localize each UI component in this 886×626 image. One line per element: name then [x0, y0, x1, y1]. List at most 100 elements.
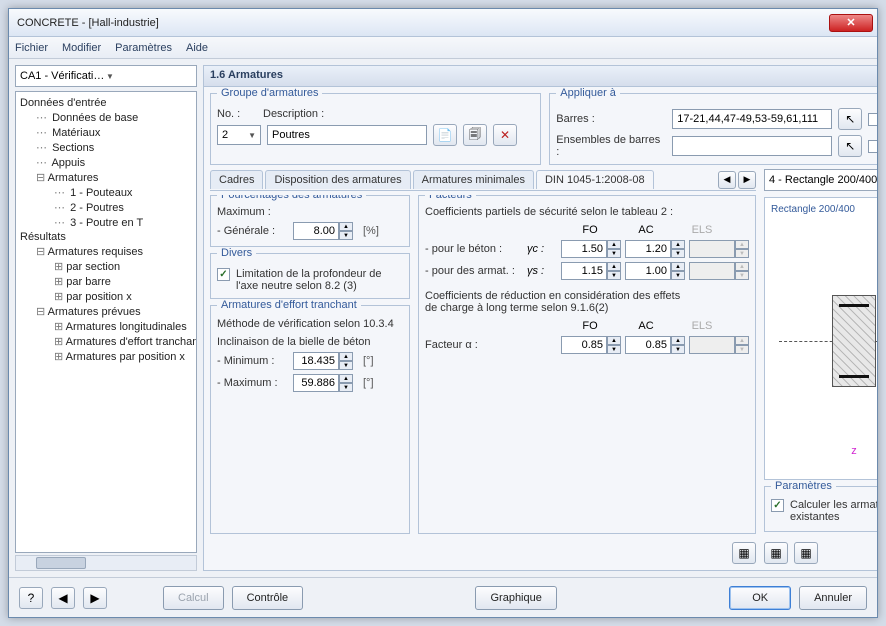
tree-item[interactable]: ⊟ Armatures prévues	[18, 304, 194, 319]
section-rectangle	[832, 295, 876, 387]
beton-fo-spinner[interactable]: ▲▼	[561, 240, 621, 258]
tout2-checkbox[interactable]	[868, 140, 877, 153]
tree-item[interactable]: ⊟ Armatures	[18, 170, 194, 185]
main-content: Groupe d'armatures No. : Description : 2…	[203, 87, 877, 571]
view1-icon[interactable]: ▦	[764, 542, 788, 564]
graphique-button[interactable]: Graphique	[475, 586, 556, 610]
menu-modifier[interactable]: Modifier	[62, 42, 101, 54]
app-window: CONCRETE - [Hall-industrie] ✕ Fichier Mo…	[8, 8, 878, 618]
ensembles-input[interactable]	[672, 136, 832, 156]
divers-box: Divers Limitation de la profondeur de l'…	[210, 253, 410, 299]
barres-input[interactable]	[672, 109, 832, 129]
nav-tree[interactable]: Données d'entrée⋯ Données de base⋯ Matér…	[15, 91, 197, 553]
tree-item[interactable]: ⋯ Données de base	[18, 110, 194, 125]
new-icon[interactable]: 📄	[433, 124, 457, 146]
prev-icon[interactable]: ◀	[51, 587, 75, 609]
description-input[interactable]: Poutres	[267, 125, 427, 145]
no-label: No. :	[217, 108, 257, 120]
help-icon[interactable]: ?	[19, 587, 43, 609]
next-icon[interactable]: ▶	[83, 587, 107, 609]
tab-prev-icon[interactable]: ◀	[718, 171, 736, 189]
close-button[interactable]: ✕	[829, 14, 873, 32]
left-panel: CA1 - Vérification du béton armé ▼ Donné…	[15, 65, 197, 571]
tree-item[interactable]: ⊞ par barre	[18, 274, 194, 289]
view2-icon[interactable]: ▦	[794, 542, 818, 564]
tree-item[interactable]: ⊞ par section	[18, 259, 194, 274]
armat-els-spinner: ▲▼	[689, 262, 749, 280]
tree-item[interactable]: ⋯ 2 - Poutres	[18, 200, 194, 215]
tree-item[interactable]: Données d'entrée	[18, 96, 194, 110]
beton-ac-spinner[interactable]: ▲▼	[625, 240, 685, 258]
pick-barres-icon[interactable]: ↖	[838, 108, 862, 130]
tab-din[interactable]: DIN 1045-1:2008-08	[536, 170, 654, 189]
groupe-armatures-box: Groupe d'armatures No. : Description : 2…	[210, 93, 541, 165]
left-mid: Cadres Disposition des armatures Armatur…	[210, 169, 756, 564]
tree-item[interactable]: ⋯ 3 - Poutre en T	[18, 215, 194, 230]
right-mid: 4 - Rectangle 200/400 ▼ Rectangle 200/40…	[764, 169, 877, 564]
tout1-checkbox[interactable]	[868, 113, 877, 126]
alpha-ac-spinner[interactable]: ▲▼	[625, 336, 685, 354]
alpha-els-spinner: ▲▼	[689, 336, 749, 354]
tabbar: Cadres Disposition des armatures Armatur…	[210, 169, 756, 191]
body: CA1 - Vérification du béton armé ▼ Donné…	[9, 59, 877, 577]
armat-fo-spinner[interactable]: ▲▼	[561, 262, 621, 280]
ca-dropdown-label: CA1 - Vérification du béton armé	[20, 70, 106, 82]
tree-item[interactable]: ⋯ 1 - Pouteaux	[18, 185, 194, 200]
right-panel: 1.6 Armatures Groupe d'armatures No. : D…	[203, 65, 877, 571]
menu-fichier[interactable]: Fichier	[15, 42, 48, 54]
tree-item[interactable]: ⊟ Armatures requises	[18, 244, 194, 259]
chevron-down-icon: ▼	[248, 131, 256, 140]
copy-icon[interactable]: 🗐	[463, 124, 487, 146]
tree-item[interactable]: ⊞ Armatures d'effort tranchant	[18, 334, 194, 349]
alpha-fo-spinner[interactable]: ▲▼	[561, 336, 621, 354]
armat-ac-spinner[interactable]: ▲▼	[625, 262, 685, 280]
shape-dropdown[interactable]: 4 - Rectangle 200/400 ▼	[764, 169, 877, 191]
appliquer-box: Appliquer à Barres : ↖ Tout Ensembles de…	[549, 93, 877, 165]
menubar: Fichier Modifier Paramètres Aide	[9, 37, 877, 59]
delete-icon[interactable]: ✕	[493, 124, 517, 146]
tab-disposition[interactable]: Disposition des armatures	[265, 170, 410, 189]
menu-parametres[interactable]: Paramètres	[115, 42, 172, 54]
tree-item[interactable]: ⋯ Appuis	[18, 155, 194, 170]
max-spinner[interactable]: ▲▼	[293, 374, 353, 392]
mid-row: Cadres Disposition des armatures Armatur…	[210, 169, 877, 564]
tab-cadres[interactable]: Cadres	[210, 170, 263, 189]
col-a: Pourcentages des armatures Maximum : - G…	[210, 195, 410, 534]
pourcentages-box: Pourcentages des armatures Maximum : - G…	[210, 195, 410, 247]
panels-row: Pourcentages des armatures Maximum : - G…	[210, 195, 756, 534]
ca-dropdown[interactable]: CA1 - Vérification du béton armé ▼	[15, 65, 197, 87]
tab-minimales[interactable]: Armatures minimales	[413, 170, 534, 189]
tree-item[interactable]: ⋯ Sections	[18, 140, 194, 155]
beton-els-spinner: ▲▼	[689, 240, 749, 258]
calcul-button[interactable]: Calcul	[163, 586, 224, 610]
groupe-title: Groupe d'armatures	[217, 87, 322, 99]
shape-preview: Rectangle 200/400 y z [mm]	[764, 197, 877, 480]
effort-box: Armatures d'effort tranchant Méthode de …	[210, 305, 410, 534]
parametres-box: Paramètres Calculer les armatures exista…	[764, 486, 877, 532]
tree-scrollbar[interactable]	[15, 555, 197, 571]
generale-spinner[interactable]: ▲▼	[293, 222, 353, 240]
annuler-button[interactable]: Annuler	[799, 586, 867, 610]
tree-item[interactable]: ⊞ Armatures longitudinales	[18, 319, 194, 334]
controle-button[interactable]: Contrôle	[232, 586, 304, 610]
top-row: Groupe d'armatures No. : Description : 2…	[210, 93, 877, 165]
no-dropdown[interactable]: 2▼	[217, 125, 261, 145]
tree-item[interactable]: ⊞ Armatures par position x	[18, 349, 194, 364]
ensembles-label: Ensembles de barres :	[556, 134, 666, 158]
limitation-checkbox[interactable]	[217, 268, 230, 281]
chevron-down-icon: ▼	[106, 72, 192, 81]
col-b: Facteurs Coefficients partiels de sécuri…	[418, 195, 756, 534]
tree-item[interactable]: ⊞ par position x	[18, 289, 194, 304]
ok-button[interactable]: OK	[729, 586, 791, 610]
titlebar: CONCRETE - [Hall-industrie] ✕	[9, 9, 877, 37]
desc-label: Description :	[263, 108, 324, 120]
appliquer-title: Appliquer à	[556, 87, 620, 99]
menu-aide[interactable]: Aide	[186, 42, 208, 54]
tree-item[interactable]: Résultats	[18, 230, 194, 244]
pick-ensembles-icon[interactable]: ↖	[838, 135, 862, 157]
tree-item[interactable]: ⋯ Matériaux	[18, 125, 194, 140]
details-icon[interactable]: ▦	[732, 542, 756, 564]
min-spinner[interactable]: ▲▼	[293, 352, 353, 370]
calc-existantes-checkbox[interactable]	[771, 499, 784, 512]
tab-next-icon[interactable]: ▶	[738, 171, 756, 189]
